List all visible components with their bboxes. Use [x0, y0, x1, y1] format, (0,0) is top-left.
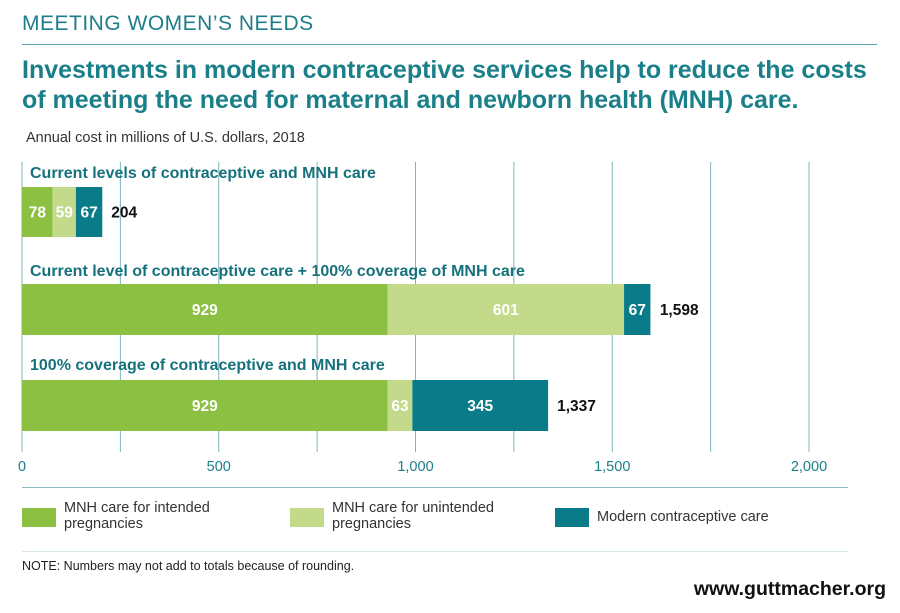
- legend-item-intended: MNH care for intended pregnancies: [22, 500, 284, 532]
- bar-value-mnh-full-coverage-unintended: 601: [493, 302, 519, 319]
- note-divider: [22, 551, 848, 552]
- chart-subtitle: Annual cost in millions of U.S. dollars,…: [26, 130, 305, 146]
- bar-value-mnh-full-coverage-intended: 929: [192, 302, 218, 319]
- bar-full-coverage-contraceptive: [412, 380, 549, 431]
- total-label-full-coverage: 1,337: [557, 398, 596, 415]
- bar-full-coverage-intended: [22, 380, 388, 431]
- bar-current-levels-contraceptive: [75, 187, 103, 237]
- headline: Investments in modern contraceptive serv…: [22, 56, 867, 114]
- bar-mnh-full-coverage-intended: [22, 284, 388, 335]
- bar-mnh-full-coverage-contraceptive: [624, 284, 651, 335]
- bar-current-levels-intended: [22, 187, 53, 237]
- bar-value-current-levels-unintended: 59: [56, 205, 74, 222]
- legend-divider: [22, 487, 848, 488]
- legend-label-contraceptive: Modern contraceptive care: [597, 509, 769, 525]
- top-divider: [22, 44, 877, 45]
- x-tick-label-2000: 2,000: [791, 459, 827, 475]
- legend-swatch-unintended: [290, 508, 324, 527]
- x-tick-label-500: 500: [207, 459, 231, 475]
- x-tick-label-1000: 1,000: [397, 459, 433, 475]
- legend-label-unintended: MNH care for unintended pregnancies: [332, 500, 494, 532]
- source-url[interactable]: www.guttmacher.org: [693, 578, 886, 600]
- bar-mnh-full-coverage-unintended: [387, 284, 625, 335]
- bar-value-full-coverage-contraceptive: 345: [467, 398, 493, 415]
- legend-label-intended: MNH care for intended pregnancies: [64, 500, 210, 532]
- total-label-mnh-full-coverage: 1,598: [660, 302, 699, 319]
- x-tick-label-0: 0: [18, 459, 26, 475]
- bar-current-levels-unintended: [52, 187, 76, 237]
- footnote: NOTE: Numbers may not add to totals beca…: [22, 559, 355, 573]
- legend-item-unintended: MNH care for unintended pregnancies: [290, 500, 552, 532]
- bar-value-full-coverage-intended: 929: [192, 398, 218, 415]
- group-label-mnh-full-coverage: Current level of contraceptive care + 10…: [30, 263, 525, 280]
- x-tick-label-1500: 1,500: [594, 459, 630, 475]
- legend-swatch-intended: [22, 508, 56, 527]
- bar-value-full-coverage-unintended: 63: [391, 398, 409, 415]
- bar-full-coverage-unintended: [387, 380, 413, 431]
- group-label-full-coverage: 100% coverage of contraceptive and MNH c…: [30, 357, 385, 374]
- kicker: MEETING WOMEN’S NEEDS: [22, 12, 314, 35]
- bar-value-current-levels-intended: 78: [29, 205, 47, 222]
- bar-value-current-levels-contraceptive: 67: [80, 205, 97, 222]
- legend-item-contraceptive: Modern contraceptive care: [555, 500, 817, 527]
- group-label-current-levels: Current levels of contraceptive and MNH …: [30, 165, 376, 182]
- legend-swatch-contraceptive: [555, 508, 589, 527]
- total-label-current-levels: 204: [111, 205, 137, 222]
- bar-value-mnh-full-coverage-contraceptive: 67: [629, 302, 646, 319]
- bar-chart: 0 500 1,000 1,500 2,000 Current levels of con…: [18, 162, 827, 475]
